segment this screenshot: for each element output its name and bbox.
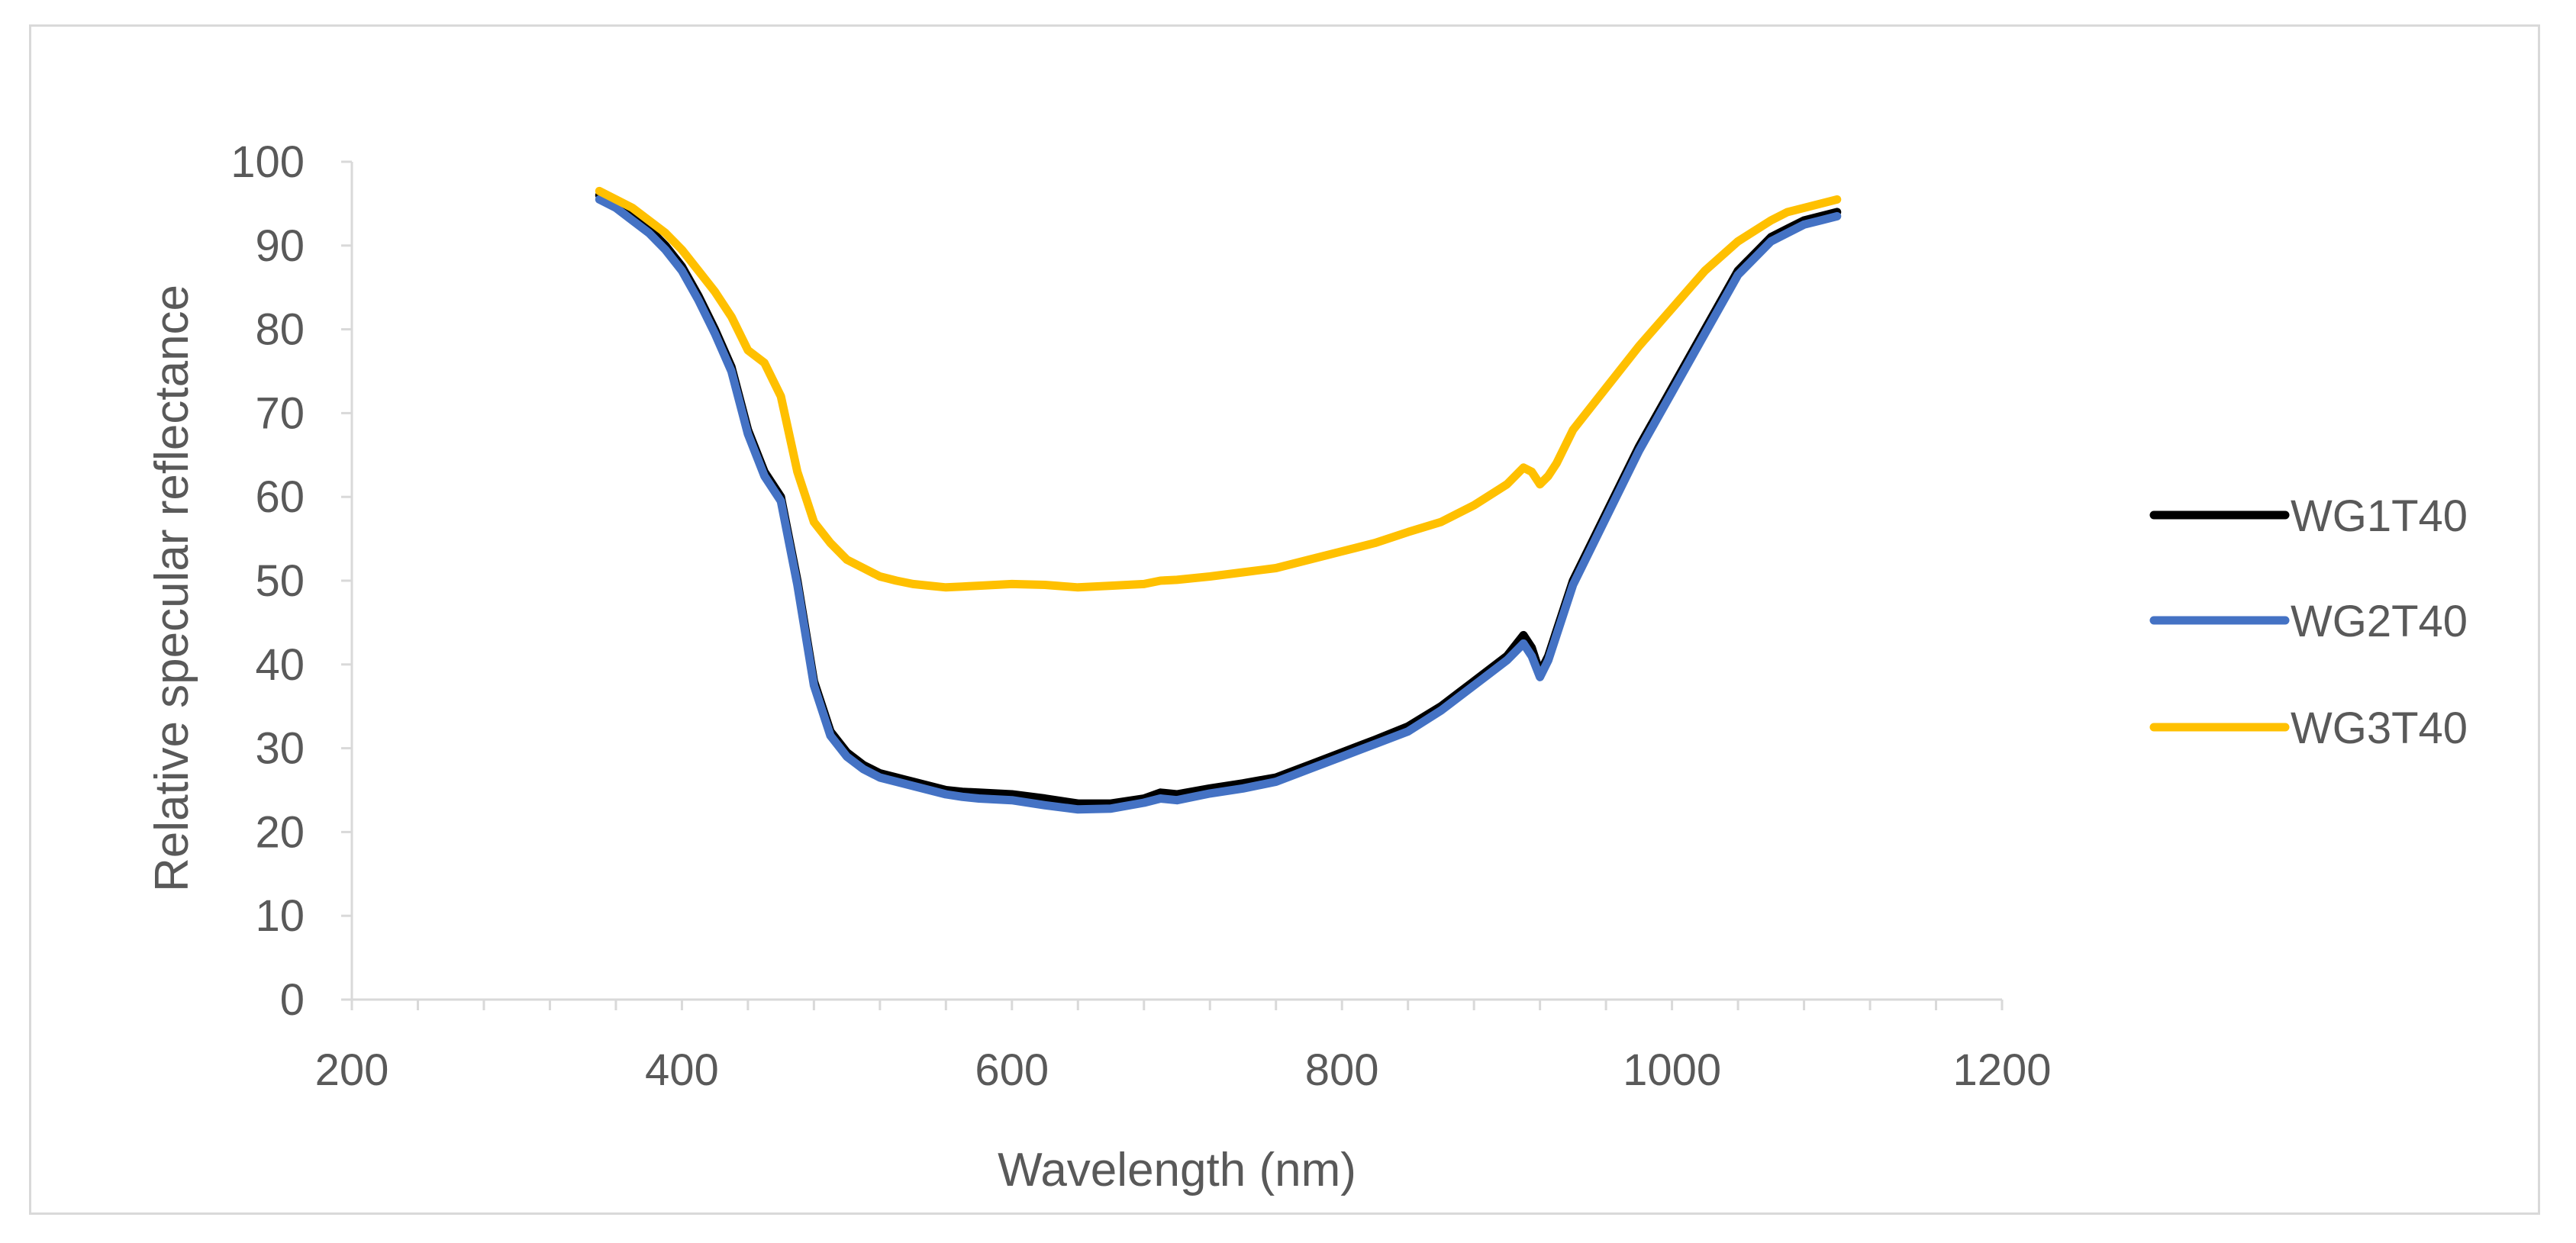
x-tick-label: 600 <box>975 1045 1049 1095</box>
x-ticks <box>350 1000 2004 1010</box>
y-tick-label: 50 <box>255 556 305 606</box>
y-tick-label: 60 <box>255 472 305 522</box>
y-tick-label: 40 <box>255 640 305 690</box>
y-tick-label: 100 <box>231 137 305 187</box>
axes: 200 400 600 800 1000 1200 0 10 20 30 40 50 60 70 80 90… <box>231 137 2051 1095</box>
y-tick-label: 10 <box>255 891 305 941</box>
legend-label-wg1t40: WG1T40 <box>2291 491 2468 541</box>
legend-label-wg2t40: WG2T40 <box>2291 597 2468 646</box>
x-axis-title: Wavelength (nm) <box>998 1144 1356 1196</box>
series-line-wg2t40 <box>595 195 1842 814</box>
y-tick-labels: 0 10 20 30 40 50 60 70 80 90 100 <box>231 137 305 1025</box>
y-tick-label: 30 <box>255 724 305 774</box>
y-ticks <box>341 160 352 1001</box>
y-tick-label: 0 <box>280 975 305 1025</box>
x-tick-label: 400 <box>645 1045 719 1095</box>
x-tick-labels: 200 400 600 800 1000 1200 <box>315 1045 2052 1095</box>
chart-svg: 200 400 600 800 1000 1200 0 10 20 30 40 50 60 70 80 90… <box>146 137 2468 1196</box>
y-tick-label: 70 <box>255 388 305 438</box>
x-tick-label: 1000 <box>1623 1045 1721 1095</box>
y-axis-title: Relative specular reflectance <box>146 285 198 892</box>
series-line-wg3t40 <box>595 186 1842 592</box>
series-lines <box>595 186 1842 814</box>
x-tick-label: 800 <box>1305 1045 1379 1095</box>
y-tick-label: 20 <box>255 807 305 857</box>
series-line-wg1t40 <box>595 191 1842 808</box>
y-tick-label: 80 <box>255 305 305 355</box>
x-tick-label: 1200 <box>1952 1045 2051 1095</box>
legend: WG1T40 WG2T40 WG3T40 <box>2149 491 2468 753</box>
legend-label-wg3t40: WG3T40 <box>2291 704 2468 753</box>
chart-frame: 200 400 600 800 1000 1200 0 10 20 30 40 50 60 70 80 90… <box>29 24 2540 1215</box>
x-tick-label: 200 <box>315 1045 389 1095</box>
y-tick-label: 90 <box>255 221 305 271</box>
